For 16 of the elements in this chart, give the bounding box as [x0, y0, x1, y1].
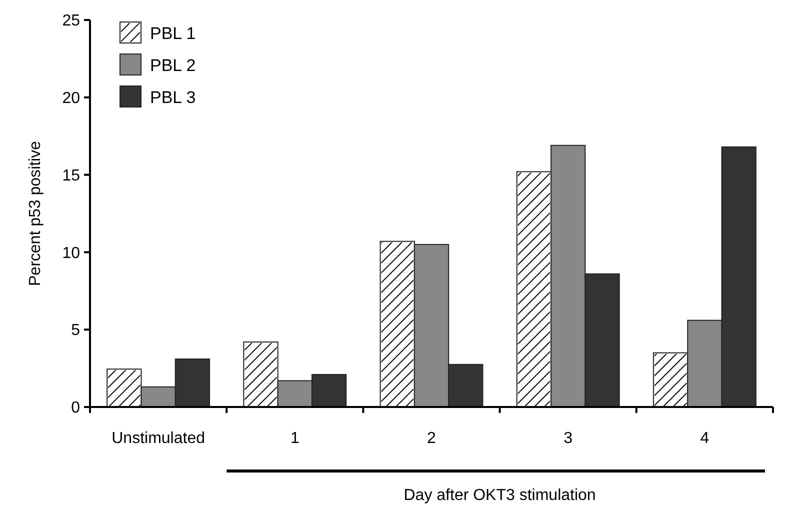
- x-tick-label: 1: [290, 430, 300, 447]
- y-tick-label: 25: [62, 12, 80, 30]
- x-tick-label: 2: [427, 430, 436, 447]
- y-axis-title: Percent p53 positive: [27, 140, 44, 286]
- y-tick-label: 20: [62, 90, 80, 107]
- x-tick-label: 4: [700, 430, 710, 447]
- x-tick-label: 3: [564, 430, 573, 447]
- legend-label: PBL 1: [150, 24, 196, 43]
- x-axis-title: Day after OKT3 stimulation: [404, 487, 596, 504]
- y-tick-label: 15: [62, 167, 80, 184]
- x-tick-label: Unstimulated: [112, 430, 205, 447]
- y-tick-label: 5: [71, 322, 80, 340]
- legend-label: PBL 3: [150, 88, 196, 107]
- y-tick-label: 0: [71, 400, 80, 417]
- legend-label: PBL 2: [150, 56, 196, 75]
- y-tick-label: 10: [62, 244, 80, 262]
